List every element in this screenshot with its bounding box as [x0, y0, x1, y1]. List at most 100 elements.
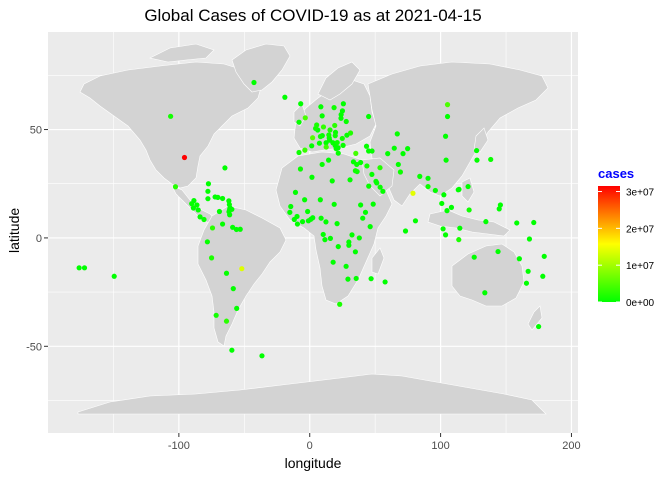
case-point: [442, 133, 449, 139]
case-point: [332, 122, 338, 129]
legend-label: 1e+07: [626, 261, 655, 272]
case-point: [331, 201, 337, 207]
case-point: [205, 181, 212, 187]
y-axis-title: latitude: [6, 207, 22, 253]
case-point: [326, 132, 332, 138]
case-point: [346, 239, 352, 245]
case-point: [195, 207, 201, 213]
case-point: [483, 219, 489, 225]
case-point: [205, 188, 211, 194]
case-point: [397, 169, 404, 175]
case-point: [230, 224, 236, 230]
case-point: [531, 219, 537, 226]
case-point: [516, 256, 522, 262]
case-point: [380, 188, 386, 194]
case-point: [230, 286, 236, 292]
case-point: [338, 111, 344, 118]
case-point: [444, 102, 451, 108]
madagascar-shape: [371, 247, 385, 275]
case-point: [190, 205, 196, 211]
case-point: [305, 218, 312, 224]
case-point: [402, 228, 409, 234]
case-point: [329, 178, 335, 184]
case-points: [76, 79, 547, 359]
case-point: [318, 215, 324, 221]
case-point: [320, 231, 326, 238]
case-point: [317, 133, 324, 140]
case-point: [229, 347, 235, 353]
case-point: [213, 312, 219, 318]
case-point: [369, 171, 375, 178]
case-point: [288, 203, 294, 210]
arctic-islands-shape: [149, 43, 215, 63]
case-point: [540, 273, 546, 279]
case-point: [440, 226, 446, 232]
case-point: [233, 226, 240, 233]
case-point: [497, 202, 503, 208]
case-point: [441, 192, 447, 198]
case-point: [410, 190, 416, 196]
case-point: [343, 263, 349, 269]
case-point: [334, 139, 340, 146]
case-point: [294, 213, 300, 220]
case-point: [358, 202, 364, 208]
y-tick-label: -50: [26, 341, 42, 353]
case-point: [330, 259, 336, 265]
case-point: [219, 221, 226, 227]
case-point: [523, 280, 530, 286]
case-point: [209, 225, 216, 231]
x-tick-label: -100: [168, 440, 190, 452]
case-point: [297, 166, 304, 172]
case-point: [495, 248, 501, 255]
legend: 0e+00 1e+07 2e+07 3e+07: [598, 186, 655, 309]
philippines-shape: [461, 177, 475, 203]
case-point: [323, 219, 329, 225]
legend-label: 3e+07: [626, 188, 655, 199]
case-point: [482, 290, 488, 296]
case-point: [391, 145, 397, 151]
indonesia-shape: [427, 209, 511, 237]
legend-colorbar: [598, 186, 620, 302]
case-point: [215, 194, 221, 200]
case-point: [412, 218, 419, 224]
case-point: [335, 243, 341, 250]
case-point: [394, 131, 400, 137]
case-point: [327, 235, 334, 241]
new-zealand-shape: [527, 305, 543, 331]
case-point: [201, 216, 207, 223]
case-point: [400, 151, 406, 157]
case-point: [347, 130, 354, 136]
case-point: [374, 180, 380, 186]
case-point: [208, 255, 215, 261]
case-point: [525, 268, 531, 274]
case-point: [360, 215, 366, 221]
case-point: [197, 214, 203, 220]
case-point: [251, 79, 257, 86]
north-america-shape: [79, 61, 263, 189]
y-tick-label: 0: [36, 233, 42, 245]
case-point: [432, 187, 438, 194]
case-point: [337, 301, 343, 307]
case-point: [310, 135, 316, 141]
x-axis-title: longitude: [284, 455, 342, 471]
case-point: [368, 276, 374, 282]
chart-title: Global Cases of COVID-19 as at 2021-04-1…: [144, 6, 482, 25]
case-point: [358, 159, 364, 166]
case-point: [352, 249, 358, 255]
case-point: [332, 133, 338, 139]
case-point: [473, 147, 480, 154]
case-point: [282, 94, 288, 100]
case-point: [377, 184, 383, 190]
case-point: [76, 265, 82, 271]
case-point: [204, 239, 210, 245]
case-point: [319, 161, 325, 168]
case-point: [223, 270, 230, 276]
case-point: [536, 323, 542, 330]
case-point: [474, 157, 480, 163]
case-point: [327, 137, 333, 143]
case-point: [354, 161, 360, 168]
case-point: [296, 119, 302, 125]
case-point: [356, 235, 362, 241]
case-point: [331, 105, 337, 111]
